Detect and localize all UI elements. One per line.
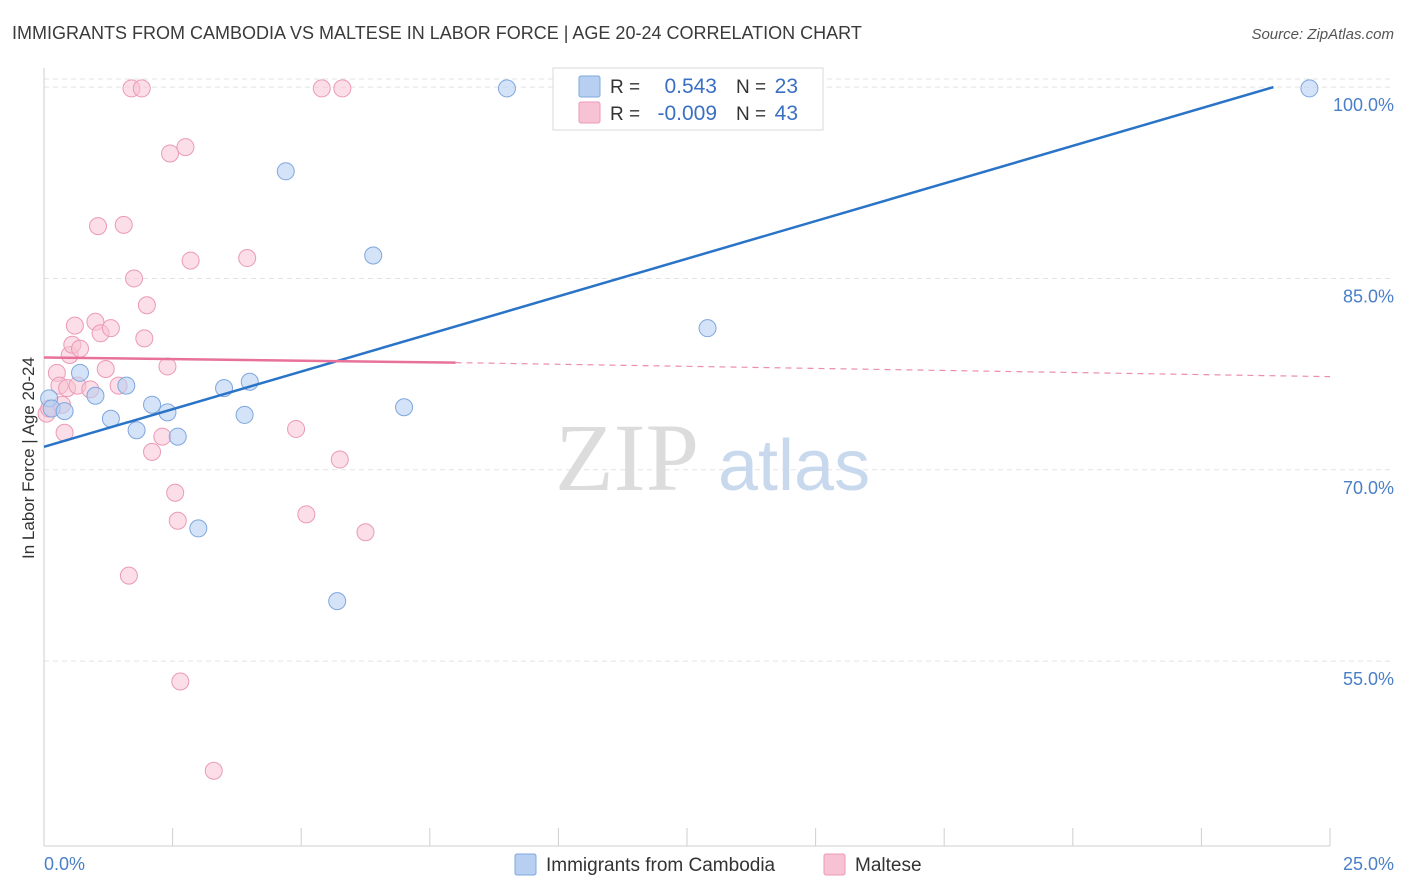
maltese-point-24 xyxy=(135,329,154,348)
cambodia-point-21 xyxy=(698,319,717,338)
cambodia-point-4 xyxy=(86,386,105,405)
chart-title: IMMIGRANTS FROM CAMBODIA VS MALTESE IN L… xyxy=(12,23,862,43)
maltese-r-value: -0.009 xyxy=(657,102,717,125)
x-tick-label-25: 25.0% xyxy=(1343,854,1394,874)
maltese-point-41 xyxy=(330,450,349,469)
trend-lines xyxy=(43,85,1331,448)
cambodia-n-value: 23 xyxy=(775,75,798,98)
maltese-point-32 xyxy=(171,672,190,691)
maltese-n-value: 43 xyxy=(775,102,798,125)
watermark-atlas: atlas xyxy=(718,426,870,506)
cambodia-point-17 xyxy=(364,246,383,265)
cambodia-point-7 xyxy=(127,421,146,440)
maltese-point-27 xyxy=(153,427,172,446)
maltese-swatch xyxy=(578,101,601,124)
maltese-point-34 xyxy=(181,251,200,270)
cambodia-point-15 xyxy=(276,162,295,181)
bottom-legend-cambodia-swatch xyxy=(514,853,537,876)
maltese-n-label: N = xyxy=(736,104,766,125)
cambodia-point-6 xyxy=(117,376,136,395)
cambodia-point-3 xyxy=(71,363,90,382)
maltese-point-14 xyxy=(89,217,108,236)
maltese-point-30 xyxy=(166,483,185,502)
bottom-legend-maltese-swatch xyxy=(823,853,846,876)
cambodia-points xyxy=(40,79,1319,611)
cambodia-point-8 xyxy=(143,395,162,414)
bottom-legend-maltese-label: Maltese xyxy=(855,855,922,876)
maltese-point-38 xyxy=(297,505,316,524)
maltese-point-19 xyxy=(114,215,133,234)
maltese-point-42 xyxy=(356,523,375,542)
bottom-legend: Immigrants from Cambodia Maltese xyxy=(514,853,922,876)
maltese-point-16 xyxy=(96,359,115,378)
maltese-points xyxy=(37,79,375,780)
maltese-point-35 xyxy=(204,761,223,780)
gridlines xyxy=(44,78,1394,662)
maltese-r-label: R = xyxy=(610,104,640,125)
maltese-point-29 xyxy=(161,144,180,163)
maltese-point-28 xyxy=(158,357,177,376)
y-tick-label-100: 100.0% xyxy=(1333,95,1394,115)
maltese-trend-line xyxy=(43,356,456,364)
cambodia-point-2 xyxy=(55,402,74,421)
cambodia-point-10 xyxy=(168,427,187,446)
cambodia-n-label: N = xyxy=(736,77,766,98)
watermark: ZIP atlas xyxy=(555,404,870,511)
maltese-point-23 xyxy=(132,79,151,98)
maltese-point-11 xyxy=(71,339,90,358)
y-tick-label-70: 70.0% xyxy=(1343,478,1394,498)
maltese-point-40 xyxy=(333,79,352,98)
maltese-point-36 xyxy=(238,249,257,268)
cambodia-point-16 xyxy=(328,592,347,611)
cambodia-swatch xyxy=(578,75,601,98)
y-tick-label-85: 85.0% xyxy=(1343,286,1394,306)
maltese-point-26 xyxy=(143,442,162,461)
maltese-point-17 xyxy=(101,319,120,338)
bottom-legend-cambodia-label: Immigrants from Cambodia xyxy=(546,855,776,876)
watermark-zip: ZIP xyxy=(555,404,699,511)
maltese-point-33 xyxy=(176,138,195,157)
maltese-point-31 xyxy=(168,511,187,530)
y-tick-label-55: 55.0% xyxy=(1343,669,1394,689)
cambodia-point-11 xyxy=(189,519,208,538)
cambodia-point-22 xyxy=(1300,79,1319,98)
cambodia-r-label: R = xyxy=(610,77,640,98)
y-tick-labels: 55.0% 70.0% 85.0% 100.0% xyxy=(1333,95,1394,689)
x-tick-marks xyxy=(172,828,1331,846)
maltese-point-37 xyxy=(287,419,306,438)
stats-legend: R = 0.543 N = 23 R = -0.009 N = 43 xyxy=(552,67,824,131)
maltese-point-20 xyxy=(119,566,138,585)
cambodia-point-18 xyxy=(395,398,414,417)
chart-source: Source: ZipAtlas.com xyxy=(1251,26,1394,43)
maltese-point-25 xyxy=(137,296,156,315)
maltese-trend-line-extension xyxy=(455,362,1331,378)
x-tick-label-0: 0.0% xyxy=(44,854,85,874)
cambodia-trend-line xyxy=(43,85,1274,448)
maltese-point-39 xyxy=(312,79,331,98)
y-axis-label: In Labor Force | Age 20-24 xyxy=(19,357,38,559)
maltese-point-22 xyxy=(125,269,144,288)
cambodia-point-13 xyxy=(235,405,254,424)
cambodia-point-19 xyxy=(497,79,516,98)
maltese-point-9 xyxy=(65,316,84,335)
cambodia-r-value: 0.543 xyxy=(664,75,717,98)
